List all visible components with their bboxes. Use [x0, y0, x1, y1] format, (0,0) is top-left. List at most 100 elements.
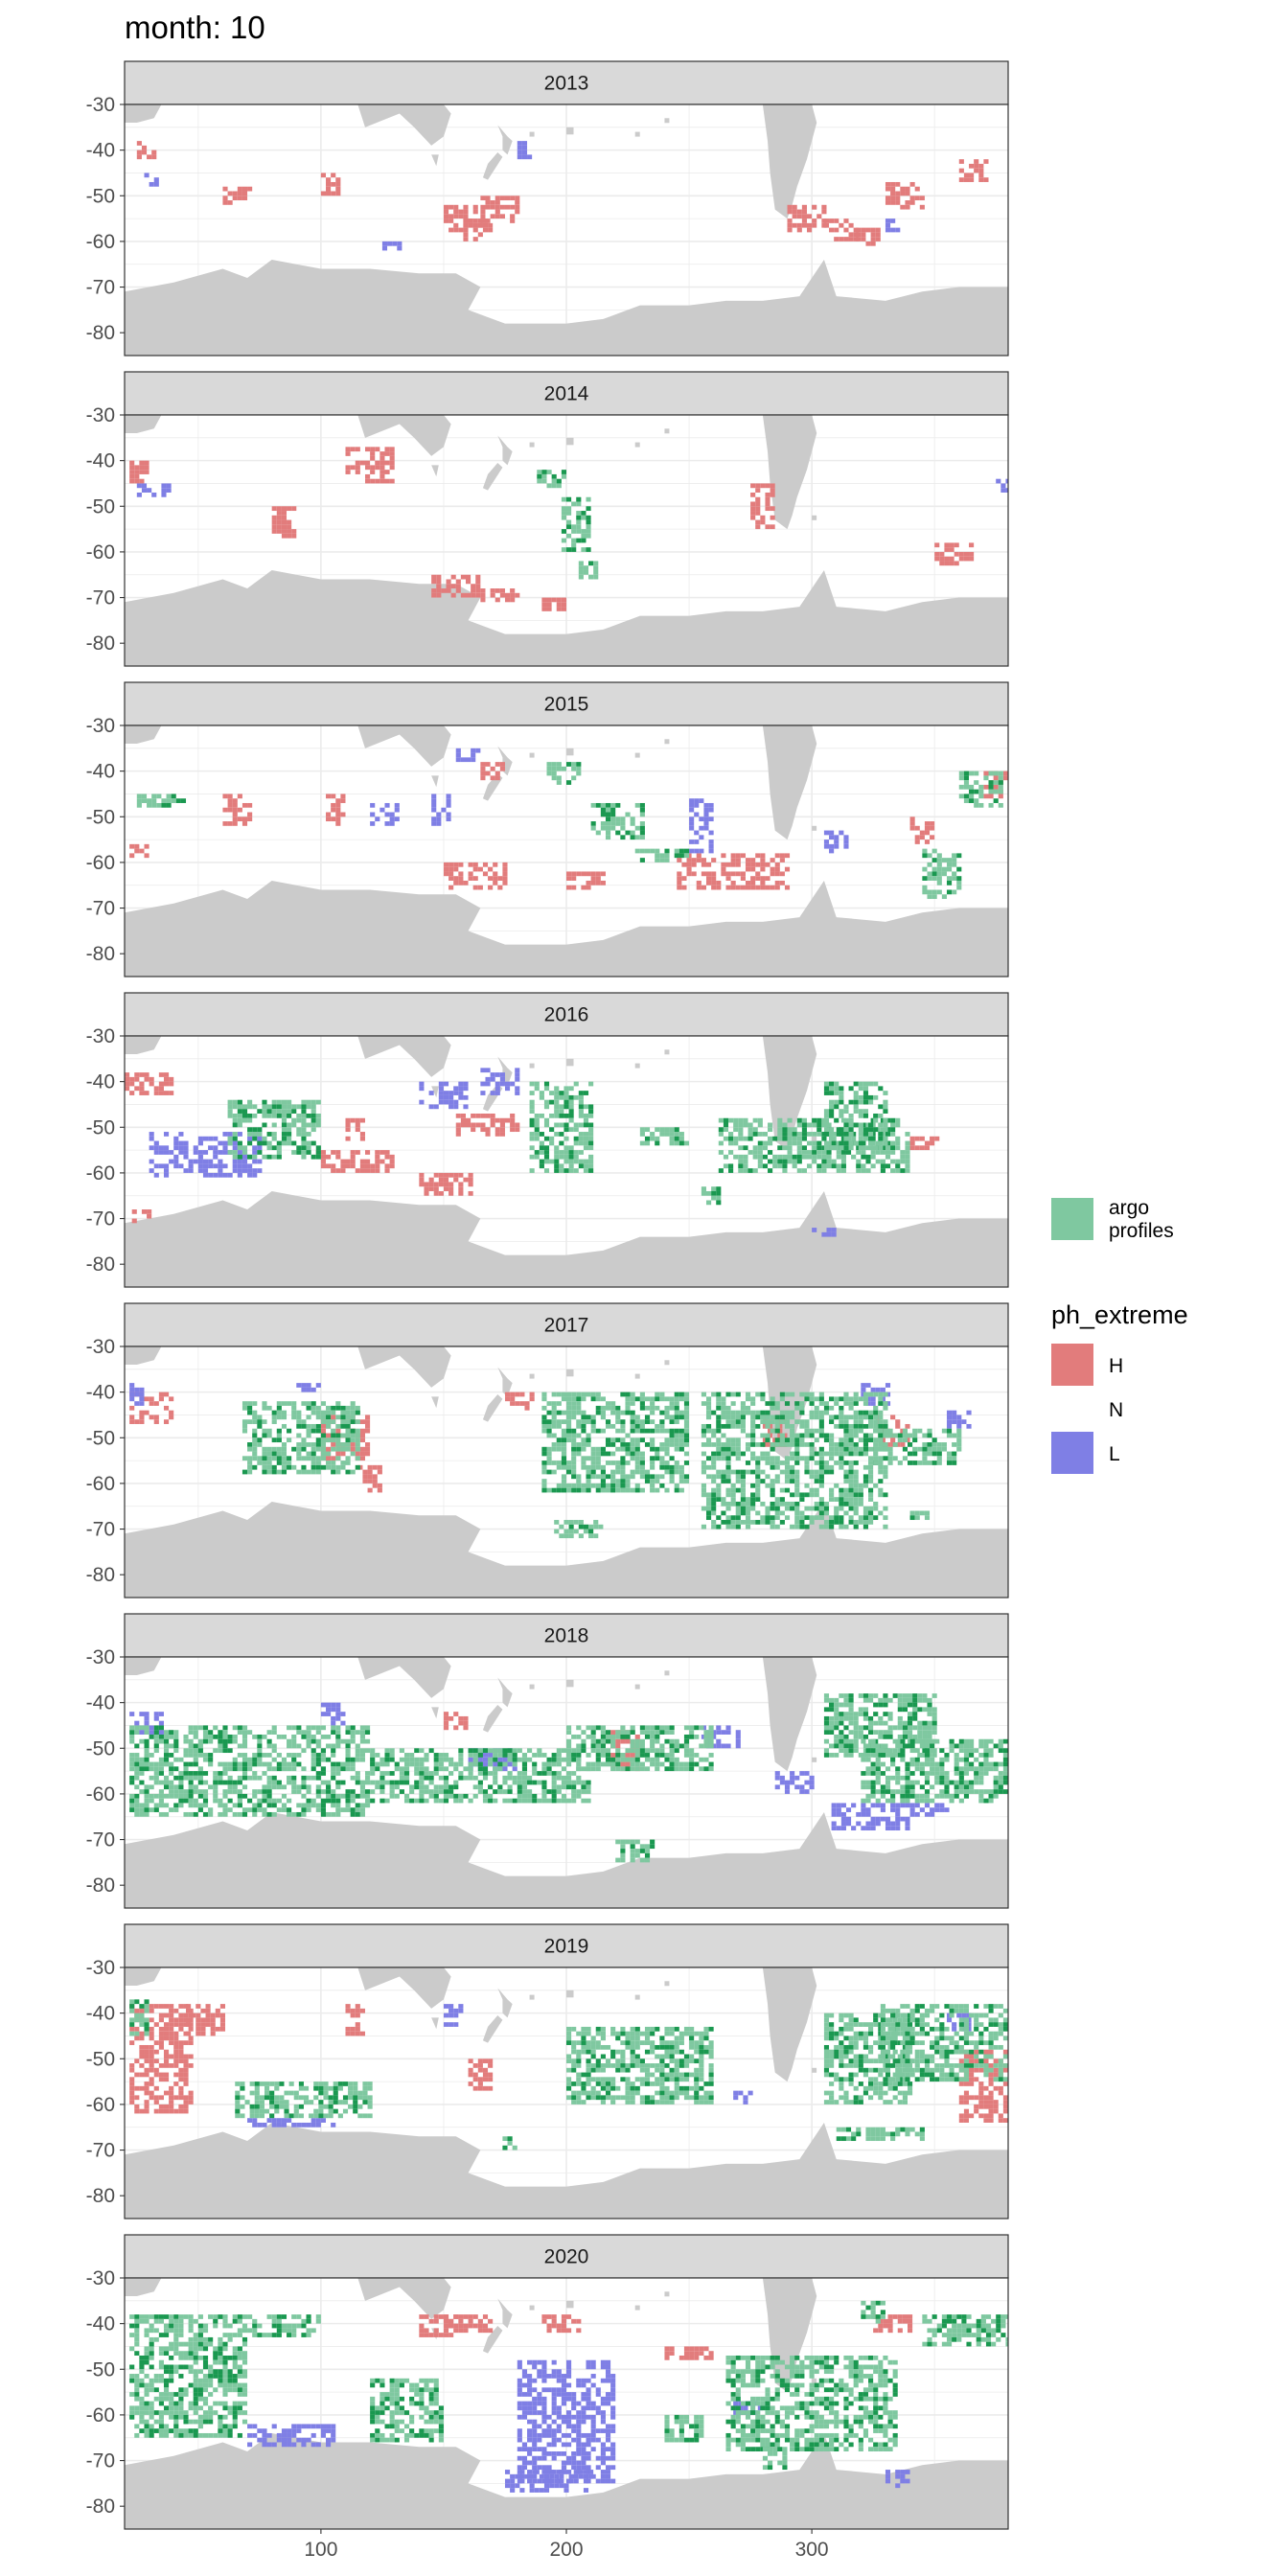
cell-L — [202, 1172, 209, 1178]
cell-A — [564, 1529, 569, 1534]
cell-A — [650, 1464, 656, 1470]
cell-A — [350, 1405, 356, 1411]
cell-A — [740, 1451, 746, 1457]
cell-L — [242, 1163, 248, 1169]
cell-H — [515, 204, 520, 210]
cell-L — [153, 1715, 159, 1721]
cell-A — [941, 1428, 947, 1434]
cell-H — [129, 473, 135, 479]
cell-H — [389, 1154, 395, 1160]
cell-H — [158, 1392, 164, 1397]
cell-A — [359, 1734, 365, 1739]
cell-A — [301, 1117, 307, 1123]
cell-A — [963, 780, 970, 785]
cell-A — [716, 1515, 722, 1521]
cell-H — [472, 222, 478, 228]
cell-A — [804, 1433, 810, 1438]
cell-A — [716, 1442, 722, 1447]
cell-A — [252, 1419, 258, 1424]
cell-A — [823, 1438, 830, 1443]
cell-A — [774, 1438, 780, 1443]
cell-A — [639, 1423, 645, 1429]
cell-A — [829, 1520, 835, 1525]
cell-A — [315, 1438, 321, 1443]
cell-A — [610, 1410, 616, 1415]
cell-A — [664, 1464, 670, 1470]
cell-A — [757, 1122, 763, 1128]
cell-A — [969, 794, 975, 799]
cell-L — [419, 1086, 425, 1092]
cell-L — [890, 1821, 896, 1827]
cell-A — [858, 1487, 863, 1493]
cell-A — [902, 1433, 908, 1438]
cell-H — [963, 556, 970, 562]
cell-A — [858, 1410, 863, 1415]
cell-L — [247, 1168, 253, 1173]
cell-A — [853, 1122, 859, 1128]
cell-A — [848, 1127, 854, 1133]
cell-A — [581, 529, 586, 534]
cell-A — [823, 1132, 830, 1137]
cell-A — [905, 1145, 910, 1151]
cell-A — [310, 1456, 316, 1461]
cell-A — [252, 1464, 258, 1470]
cell-A — [853, 1423, 859, 1429]
cell-A — [571, 1460, 577, 1465]
island-landmass — [566, 126, 574, 135]
cell-A — [571, 501, 577, 507]
cell-A — [804, 1469, 810, 1475]
cell-H — [340, 1451, 346, 1457]
cell-A — [848, 1497, 854, 1502]
cell-L — [515, 1076, 520, 1082]
cell-A — [281, 1766, 288, 1772]
cell-A — [588, 1163, 594, 1169]
cell-A — [735, 1446, 741, 1452]
cell-L — [843, 835, 849, 840]
cell-A — [576, 511, 582, 516]
cell-A — [600, 1451, 606, 1457]
cell-L — [836, 1803, 841, 1808]
cell-L — [335, 1702, 341, 1708]
cell-L — [218, 1159, 223, 1164]
cell-A — [581, 1410, 586, 1415]
cell-A — [242, 1753, 248, 1758]
y-tick-label: -70 — [86, 587, 115, 610]
cell-A — [853, 1497, 859, 1502]
cell-A — [414, 1766, 420, 1772]
cell-A — [129, 1753, 135, 1758]
cell-A — [912, 1446, 918, 1452]
cell-A — [271, 1766, 277, 1772]
cell-A — [755, 1474, 761, 1480]
cell-L — [485, 1068, 491, 1073]
cell-H — [125, 1081, 130, 1087]
cell-A — [153, 1725, 159, 1731]
cell-A — [326, 1410, 332, 1415]
cell-L — [257, 1145, 263, 1151]
cell-A — [419, 1757, 425, 1762]
cell-H — [151, 150, 157, 155]
cell-A — [409, 1789, 415, 1794]
cell-A — [335, 1780, 341, 1785]
cell-A — [359, 1784, 365, 1790]
cell-A — [566, 1410, 572, 1415]
cell-A — [315, 1761, 321, 1767]
cell-H — [978, 168, 984, 173]
cell-A — [843, 1127, 849, 1133]
cell-A — [590, 1392, 596, 1397]
cell-H — [590, 871, 596, 877]
cell-A — [208, 1811, 214, 1817]
cell-A — [678, 1464, 684, 1470]
cell-H — [905, 186, 910, 192]
cell-A — [252, 1438, 258, 1443]
cell-A — [829, 1456, 835, 1461]
cell-H — [129, 1076, 135, 1082]
cell-L — [865, 1383, 871, 1388]
cell-A — [340, 1442, 346, 1447]
cell-A — [963, 770, 970, 776]
cell-L — [905, 1816, 910, 1822]
cell-H — [232, 807, 238, 813]
cell-A — [630, 1396, 635, 1402]
cell-A — [202, 1738, 209, 1744]
cell-A — [993, 770, 999, 776]
cell-L — [213, 1172, 218, 1178]
